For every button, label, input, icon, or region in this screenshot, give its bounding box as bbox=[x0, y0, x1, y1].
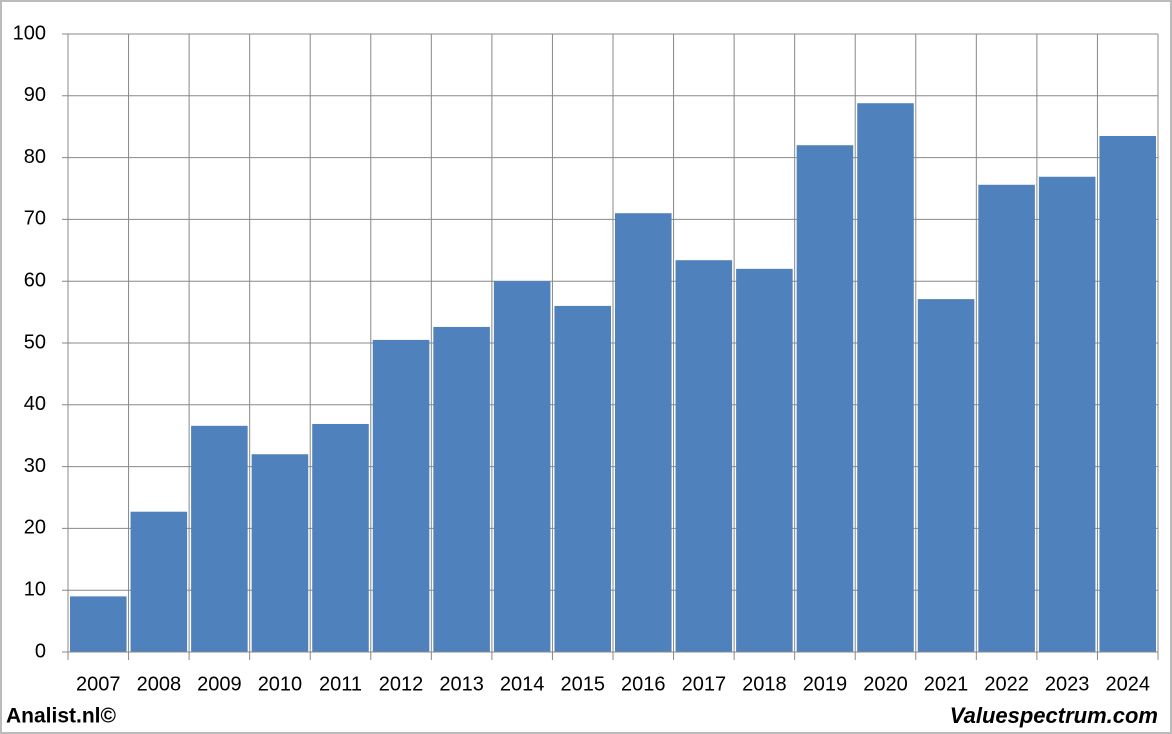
bar bbox=[70, 596, 127, 652]
x-tick-label: 2017 bbox=[682, 673, 727, 695]
bar bbox=[372, 339, 430, 652]
bar bbox=[493, 281, 551, 652]
bar bbox=[615, 213, 672, 652]
bar bbox=[251, 454, 309, 652]
footer-left: Analist.nl© bbox=[6, 705, 117, 728]
bar bbox=[130, 511, 188, 652]
bar bbox=[554, 305, 611, 652]
y-tick-label: 40 bbox=[24, 393, 46, 415]
x-tick-label: 2011 bbox=[319, 673, 362, 695]
x-tick-label: 2020 bbox=[863, 673, 908, 695]
y-tick-label: 100 bbox=[13, 22, 46, 44]
y-tick-label: 20 bbox=[24, 517, 46, 539]
bar bbox=[736, 268, 793, 652]
bar bbox=[917, 299, 975, 652]
x-tick-label: 2024 bbox=[1105, 673, 1150, 695]
bar bbox=[312, 423, 369, 652]
x-tick-label: 2021 bbox=[924, 673, 969, 695]
bar bbox=[675, 260, 733, 652]
bar bbox=[1099, 135, 1156, 653]
y-tick-label: 80 bbox=[24, 146, 46, 168]
bar bbox=[796, 145, 854, 653]
y-tick-label: 30 bbox=[24, 455, 46, 477]
bar bbox=[857, 103, 914, 652]
y-tick-label: 50 bbox=[24, 331, 46, 353]
x-tick-label: 2015 bbox=[560, 673, 605, 695]
x-tick-label: 2008 bbox=[137, 673, 182, 695]
x-tick-label: 2009 bbox=[197, 673, 242, 695]
bar bbox=[1038, 176, 1096, 652]
y-tick-label: 60 bbox=[24, 269, 46, 291]
bar bbox=[433, 326, 490, 652]
x-tick-label: 2019 bbox=[803, 673, 848, 695]
x-tick-label: 2018 bbox=[742, 673, 787, 695]
y-tick-label: 90 bbox=[24, 84, 46, 106]
bar bbox=[191, 425, 248, 652]
x-tick-label: 2007 bbox=[76, 673, 121, 695]
y-tick-label: 10 bbox=[24, 578, 46, 600]
x-tick-label: 2013 bbox=[439, 673, 484, 695]
x-tick-label: 2014 bbox=[500, 673, 545, 695]
footer-right: Valuespectrum.com bbox=[950, 703, 1158, 728]
y-tick-label: 70 bbox=[24, 208, 46, 230]
x-tick-label: 2010 bbox=[258, 673, 303, 695]
y-tick-label: 0 bbox=[35, 640, 46, 662]
x-tick-label: 2023 bbox=[1045, 673, 1090, 695]
x-tick-label: 2016 bbox=[621, 673, 666, 695]
x-tick-label: 2012 bbox=[379, 673, 424, 695]
bar bbox=[978, 184, 1035, 653]
x-tick-label: 2022 bbox=[984, 673, 1029, 695]
